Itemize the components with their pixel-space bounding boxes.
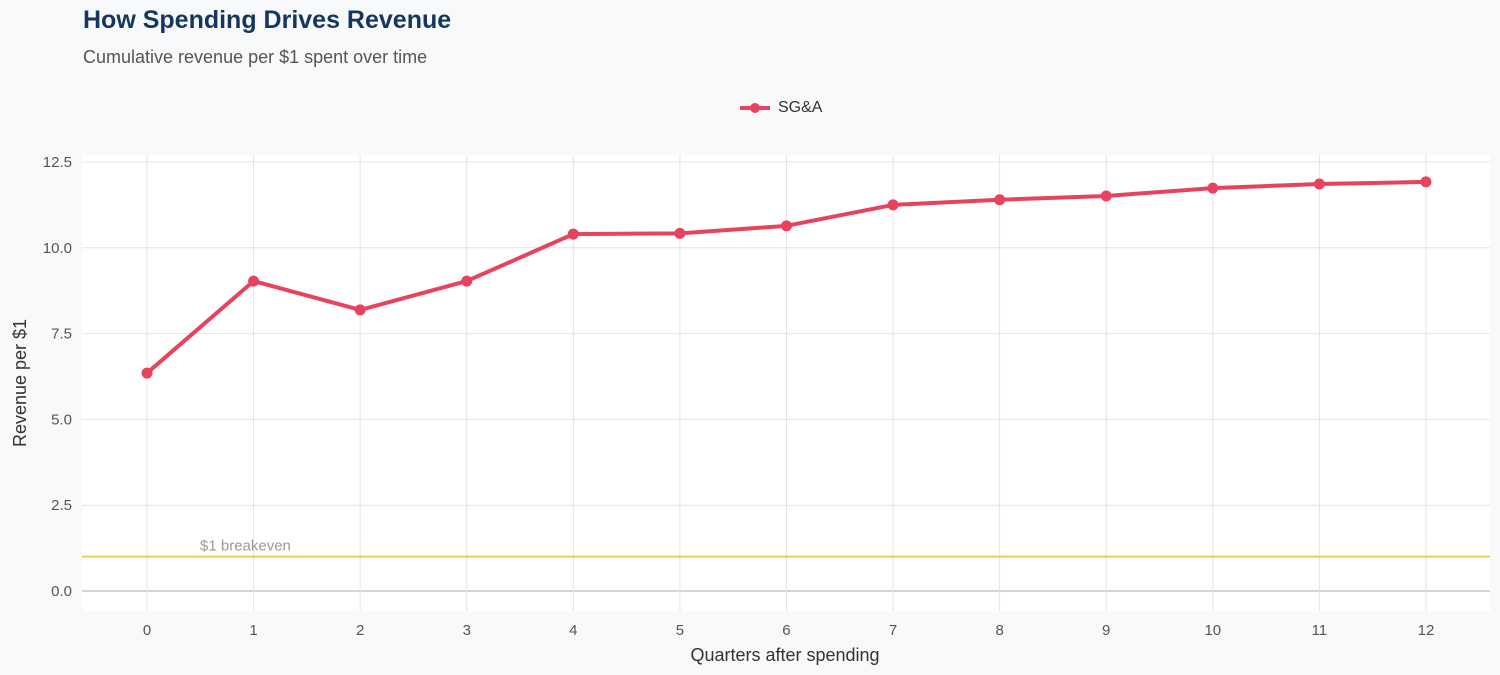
x-tick-label: 4 [569, 622, 577, 639]
x-tick-label: 5 [676, 622, 684, 639]
data-point [354, 304, 366, 316]
y-tick-label: 7.5 [51, 326, 72, 343]
legend-swatch [740, 103, 770, 113]
x-axis-title: Quarters after spending [690, 645, 879, 665]
x-tick-label: 8 [995, 622, 1003, 639]
x-tick-label: 10 [1204, 622, 1221, 639]
legend: SG&A [740, 99, 822, 117]
y-tick-label: 10.0 [43, 240, 72, 257]
x-tick-label: 0 [143, 622, 151, 639]
data-point [1313, 178, 1325, 190]
x-tick-label: 1 [249, 622, 257, 639]
y-tick-label: 2.5 [51, 497, 72, 514]
data-point [248, 275, 260, 287]
y-tick-label: 0.0 [51, 583, 72, 600]
x-tick-label: 6 [782, 622, 790, 639]
chart-subtitle: Cumulative revenue per $1 spent over tim… [83, 47, 428, 67]
data-point [1207, 182, 1219, 194]
data-point [461, 275, 473, 287]
y-tick-label: 12.5 [43, 154, 72, 171]
data-point [141, 367, 153, 379]
data-point [1100, 190, 1112, 202]
x-tick-label: 9 [1102, 622, 1110, 639]
data-point [674, 227, 686, 239]
x-tick-label: 3 [463, 622, 471, 639]
y-axis-title: Revenue per $1 [10, 319, 30, 447]
data-point [994, 194, 1006, 206]
data-point [567, 228, 579, 240]
x-tick-label: 12 [1418, 622, 1435, 639]
legend-label: SG&A [778, 99, 823, 116]
chart-title: How Spending Drives Revenue [83, 6, 452, 34]
x-tick-label: 7 [889, 622, 897, 639]
x-tick-label: 11 [1312, 622, 1328, 639]
y-tick-label: 5.0 [51, 411, 72, 428]
breakeven-label: $1 breakeven [200, 538, 291, 555]
data-point [887, 199, 899, 211]
data-point [1420, 176, 1432, 188]
x-tick-label: 2 [356, 622, 364, 639]
data-point [780, 220, 792, 232]
